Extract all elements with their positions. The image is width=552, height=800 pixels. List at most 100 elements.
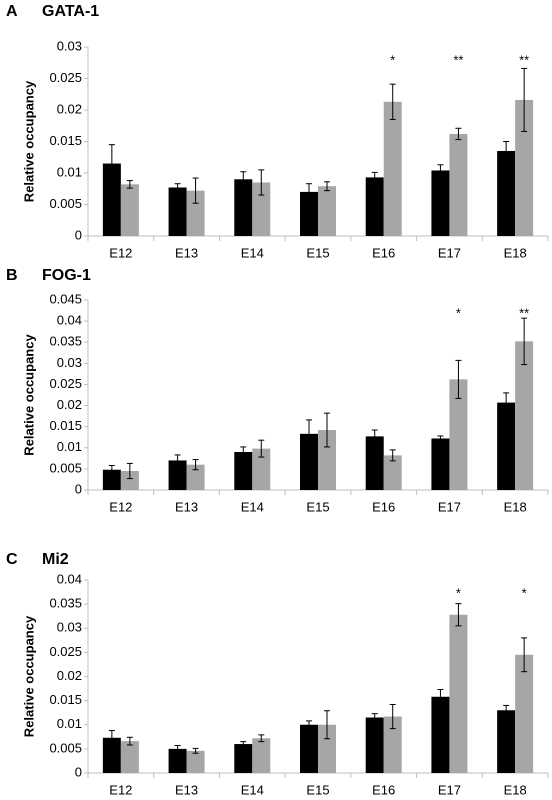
bar (168, 460, 187, 490)
y-tick-label: 0.025 (49, 644, 82, 659)
y-tick-label: 0.015 (49, 133, 82, 148)
bar (186, 750, 205, 773)
significance-marker: * (522, 585, 527, 600)
bar (168, 187, 187, 236)
y-tick-label: 0.005 (49, 460, 82, 475)
y-tick-label: 0 (75, 227, 82, 242)
y-tick-label: 0.01 (57, 716, 82, 731)
significance-marker: * (456, 305, 461, 320)
bar (186, 190, 205, 236)
y-tick-label: 0.04 (57, 571, 82, 586)
y-tick-label: 0.015 (49, 692, 82, 707)
y-tick-label: 0.02 (57, 668, 82, 683)
y-tick-label: 0 (75, 481, 82, 496)
y-tick-label: 0.04 (57, 313, 82, 328)
bar (234, 744, 253, 773)
y-tick-label: 0.005 (49, 196, 82, 211)
x-tick-label: E16 (372, 499, 395, 514)
bar (252, 182, 271, 236)
x-tick-label: E12 (109, 782, 132, 797)
bar (120, 471, 139, 490)
bar (234, 452, 253, 490)
chart-title: Mi2 (42, 551, 69, 568)
significance-marker: ** (519, 52, 529, 67)
x-tick-label: E16 (372, 245, 395, 260)
bar (365, 436, 384, 490)
x-tick-label: E18 (504, 782, 527, 797)
panel-label: A (6, 3, 18, 20)
y-tick-label: 0.035 (49, 334, 82, 349)
bar (234, 179, 253, 236)
bar (431, 170, 450, 236)
bar (318, 430, 336, 490)
x-tick-label: E18 (504, 245, 527, 260)
bar (497, 710, 516, 773)
bar (120, 184, 139, 236)
y-tick-label: 0.015 (49, 418, 82, 433)
y-tick-label: 0.01 (57, 164, 82, 179)
bar (252, 448, 271, 490)
bar (318, 186, 336, 236)
bar (449, 379, 468, 490)
bar (365, 717, 384, 773)
bar (102, 737, 121, 773)
bar (449, 614, 468, 773)
bar (515, 341, 534, 490)
bar (431, 438, 450, 490)
y-tick-label: 0.005 (49, 740, 82, 755)
bar (300, 724, 318, 773)
y-axis-label: Relative occupancy (21, 615, 36, 737)
x-tick-label: E17 (438, 245, 461, 260)
panel-label: B (6, 267, 18, 284)
x-tick-label: E15 (306, 782, 329, 797)
chart-title: FOG-1 (42, 267, 91, 284)
x-tick-label: E16 (372, 782, 395, 797)
y-tick-label: 0.01 (57, 439, 82, 454)
y-axis-label: Relative occupancy (21, 80, 36, 202)
bar (300, 191, 318, 236)
x-tick-label: E14 (241, 782, 264, 797)
significance-marker: ** (519, 305, 529, 320)
y-tick-label: 0 (75, 764, 82, 779)
x-tick-label: E13 (175, 499, 198, 514)
y-tick-label: 0.03 (57, 38, 82, 53)
significance-marker: * (390, 52, 395, 67)
bar (383, 455, 402, 490)
bar (120, 741, 139, 773)
bar (318, 724, 336, 773)
significance-marker: ** (453, 52, 463, 67)
y-tick-label: 0.03 (57, 355, 82, 370)
x-tick-label: E15 (306, 499, 329, 514)
panel-label: C (6, 551, 18, 568)
x-tick-label: E12 (109, 499, 132, 514)
bar (383, 716, 402, 773)
x-tick-label: E17 (438, 782, 461, 797)
bar (168, 748, 187, 773)
bar (365, 177, 384, 236)
y-tick-label: 0.03 (57, 620, 82, 635)
x-tick-label: E15 (306, 245, 329, 260)
y-tick-label: 0.035 (49, 596, 82, 611)
bar (515, 99, 534, 236)
x-tick-label: E14 (241, 245, 264, 260)
bar (449, 133, 468, 236)
bar (252, 738, 271, 773)
y-tick-label: 0.045 (49, 291, 82, 306)
bar (497, 402, 516, 490)
x-tick-label: E18 (504, 499, 527, 514)
y-tick-label: 0.02 (57, 101, 82, 116)
x-tick-label: E13 (175, 782, 198, 797)
bar (383, 101, 402, 236)
bar (431, 696, 450, 773)
x-tick-label: E14 (241, 499, 264, 514)
y-tick-label: 0.025 (49, 376, 82, 391)
x-tick-label: E13 (175, 245, 198, 260)
x-tick-label: E17 (438, 499, 461, 514)
y-tick-label: 0.025 (49, 70, 82, 85)
bar (497, 150, 516, 236)
chart-title: GATA-1 (42, 3, 99, 20)
significance-marker: * (456, 585, 461, 600)
y-axis-label: Relative occupancy (21, 334, 36, 456)
bar (102, 469, 121, 490)
